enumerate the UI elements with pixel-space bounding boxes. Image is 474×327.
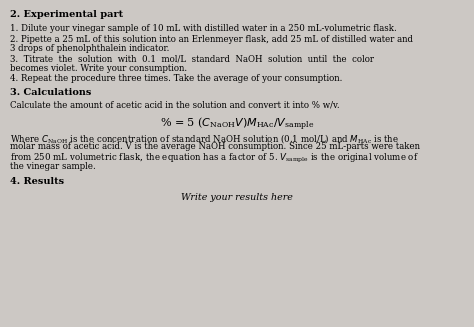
Text: 4. Results: 4. Results xyxy=(10,177,64,186)
Text: Where $C_{\mathregular{NaOH}}$ is the concentration of standard NaOH solution (0: Where $C_{\mathregular{NaOH}}$ is the co… xyxy=(10,132,399,145)
Text: 3. Calculations: 3. Calculations xyxy=(10,88,91,97)
Text: the vinegar sample.: the vinegar sample. xyxy=(10,162,96,171)
Text: Write your results here: Write your results here xyxy=(181,193,293,202)
Text: 2. Experimental part: 2. Experimental part xyxy=(10,10,123,19)
Text: 2. Pipette a 25 mL of this solution into an Erlenmeyer flask, add 25 mL of disti: 2. Pipette a 25 mL of this solution into… xyxy=(10,35,413,44)
Text: % = 5 ($C_{\mathregular{NaOH}}V)M_{\mathregular{HAc}}/V_{\mathregular{sample}}$: % = 5 ($C_{\mathregular{NaOH}}V)M_{\math… xyxy=(160,116,314,133)
Text: 3 drops of phenolphthalein indicator.: 3 drops of phenolphthalein indicator. xyxy=(10,44,169,53)
Text: Calculate the amount of acetic acid in the solution and convert it into % w/v.: Calculate the amount of acetic acid in t… xyxy=(10,100,340,109)
Text: 3.  Titrate  the  solution  with  0.1  mol/L  standard  NaOH  solution  until  t: 3. Titrate the solution with 0.1 mol/L s… xyxy=(10,55,374,64)
Text: 4. Repeat the procedure three times. Take the average of your consumption.: 4. Repeat the procedure three times. Tak… xyxy=(10,74,342,83)
Text: from 250 mL volumetric flask, the equation has a factor of 5. $V_{\mathregular{s: from 250 mL volumetric flask, the equati… xyxy=(10,152,419,165)
Text: becomes violet. Write your consumption.: becomes violet. Write your consumption. xyxy=(10,64,187,73)
Text: 1. Dilute your vinegar sample of 10 mL with distilled water in a 250 mL-volumetr: 1. Dilute your vinegar sample of 10 mL w… xyxy=(10,24,397,33)
Text: molar mass of acetic acid. V is the average NaOH consumption. Since 25 mL-parts : molar mass of acetic acid. V is the aver… xyxy=(10,142,420,151)
